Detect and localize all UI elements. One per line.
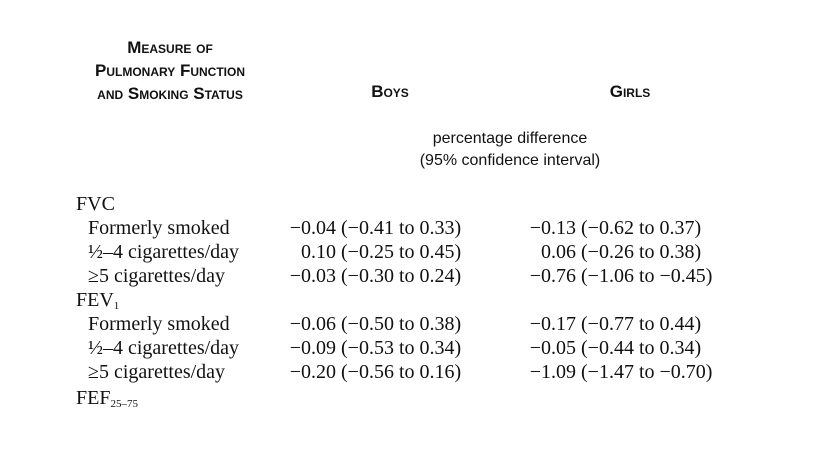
boys-ci: (−0.50 to 0.38) [341,313,462,335]
subheader: percentage difference (95% confidence in… [360,128,660,172]
boys-estimate: −0.04 [289,217,336,239]
row-label: Formerly smoked [88,217,230,239]
girls-ci: (−1.47 to −0.70) [581,361,713,383]
row-label: Formerly smoked [88,313,230,335]
boys-estimate: −0.03 [289,265,336,287]
measure-header-line1: Measure of [127,38,213,57]
boys-ci: (−0.25 to 0.45) [341,241,462,263]
group-heading-fev1: FEV1 [76,289,120,312]
measure-header-line3: and Smoking Status [97,84,243,103]
boys-ci: (−0.53 to 0.34) [341,337,462,359]
girls-ci: (−0.77 to 0.44) [581,313,702,335]
girls-estimate: −0.13 [529,217,576,239]
girls-ci: (−0.44 to 0.34) [581,337,702,359]
row-label: ½–4 cigarettes/day [88,241,240,263]
measure-column-header: Measure of Pulmonary Function and Smokin… [70,36,270,105]
group-heading-fvc: FVC [76,193,115,215]
boys-column-header: Boys [371,82,409,101]
row-label: ≥5 cigarettes/day [88,265,226,287]
measure-header-line2: Pulmonary Function [95,61,245,80]
girls-ci: (−0.62 to 0.37) [581,217,702,239]
girls-estimate: −1.09 [529,361,576,383]
boys-estimate: −0.06 [289,313,336,335]
group-heading-fef25-75: FEF25–75 [76,387,138,410]
table-row: Formerly smoked −0.06 (−0.50 to 0.38) −0… [0,312,820,336]
girls-estimate: −0.17 [529,313,576,335]
table-row: ½–4 cigarettes/day −0.09 (−0.53 to 0.34)… [0,336,820,360]
subheader-line1: percentage difference [432,130,588,147]
table-row: ≥5 cigarettes/day −0.20 (−0.56 to 0.16) … [0,360,820,384]
boys-ci: (−0.30 to 0.24) [341,265,462,287]
table-row: ½–4 cigarettes/day 0.10 (−0.25 to 0.45) … [0,240,820,264]
girls-estimate: −0.05 [529,337,576,359]
boys-ci: (−0.56 to 0.16) [341,361,462,383]
row-label: ≥5 cigarettes/day [88,361,226,383]
girls-estimate: 0.06 [541,241,576,263]
girls-ci: (−0.26 to 0.38) [581,241,702,263]
girls-ci: (−1.06 to −0.45) [581,265,713,287]
girls-estimate: −0.76 [529,265,576,287]
boys-estimate: −0.09 [289,337,336,359]
row-label: ½–4 cigarettes/day [88,337,240,359]
boys-estimate: −0.20 [289,361,336,383]
boys-ci: (−0.41 to 0.33) [341,217,462,239]
boys-estimate: 0.10 [301,241,336,263]
subheader-line2: (95% confidence interval) [419,152,601,169]
table-row: Formerly smoked −0.04 (−0.41 to 0.33) −0… [0,216,820,240]
table-row: ≥5 cigarettes/day −0.03 (−0.30 to 0.24) … [0,264,820,288]
girls-column-header: Girls [609,82,651,101]
